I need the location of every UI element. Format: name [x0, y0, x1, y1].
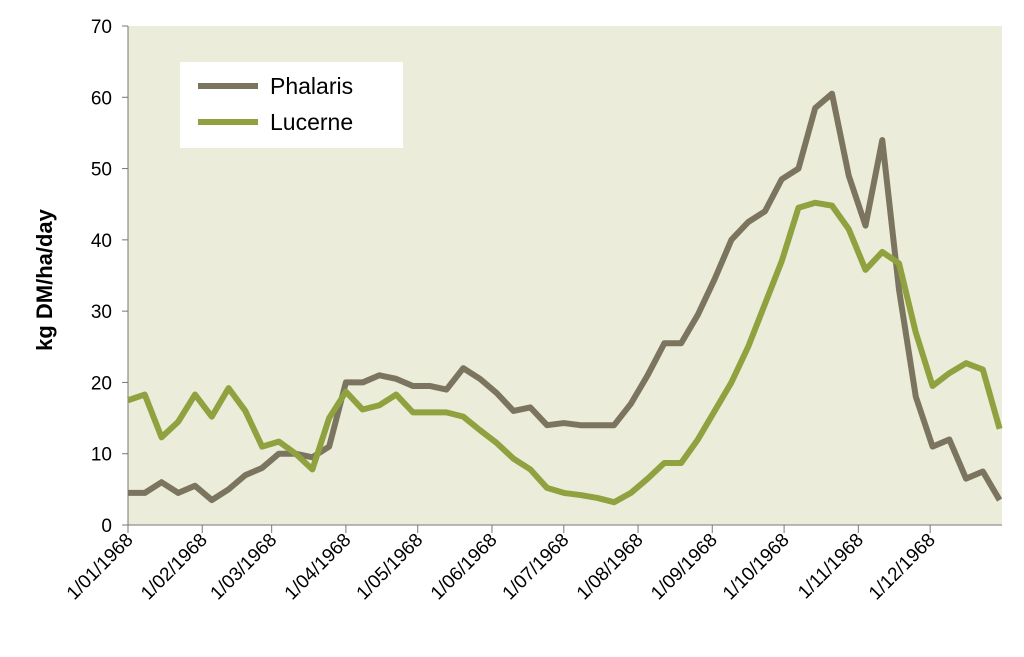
y-tick-label: 20 — [91, 373, 112, 394]
y-tick-label: 50 — [91, 160, 112, 181]
line-series — [127, 199, 1003, 506]
x-tick-label: 1/07/1968 — [499, 530, 574, 605]
y-tick-label: 40 — [91, 231, 112, 252]
y-tick-label: 30 — [91, 302, 112, 323]
y-tick-label: 60 — [91, 88, 112, 109]
y-axis-label: kg DM/ha/day — [32, 208, 57, 351]
x-tick-label: 1/04/1968 — [281, 530, 356, 605]
legend-label: Lucerne — [270, 109, 353, 135]
x-tick-label: 1/06/1968 — [427, 530, 502, 605]
line-series — [128, 90, 1003, 504]
x-tick-label: 1/11/1968 — [794, 530, 868, 604]
x-tick-label: 1/08/1968 — [573, 530, 648, 605]
y-tick-label: 10 — [91, 445, 112, 466]
x-tick-label: 1/02/1968 — [137, 530, 212, 605]
x-tick-label: 1/03/1968 — [207, 530, 282, 605]
x-tick-label: 1/01/1968 — [63, 530, 138, 605]
legend-label: Phalaris — [270, 73, 353, 99]
x-tick-label: 1/09/1968 — [647, 530, 722, 605]
x-tick-label: 1/05/1968 — [353, 530, 428, 605]
y-tick-label: 0 — [101, 516, 112, 537]
y-tick-label: 70 — [91, 17, 112, 38]
x-tick-label: 1/10/1968 — [719, 530, 794, 605]
legend-box — [180, 62, 403, 148]
x-tick-label: 1/12/1968 — [865, 530, 940, 605]
